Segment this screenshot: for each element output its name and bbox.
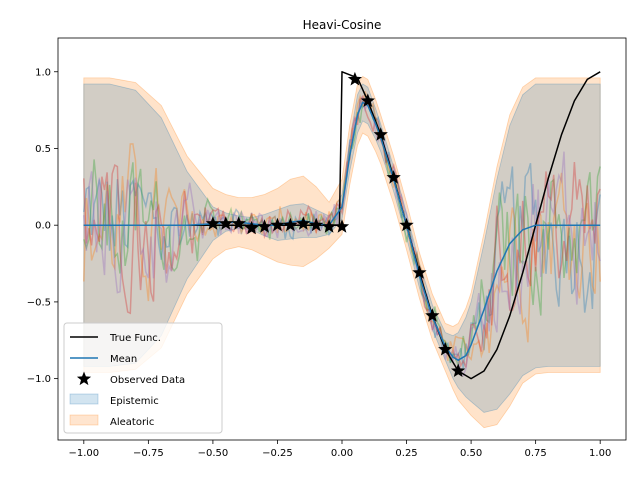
legend-observed-star-icon: [76, 371, 92, 386]
epistemic-band: [83, 83, 601, 413]
x-tick-label: −0.25: [262, 448, 293, 459]
x-tick-label: 0.25: [395, 448, 417, 459]
x-tick-label: −0.50: [198, 448, 229, 459]
chart-title: Heavi-Cosine: [303, 18, 382, 32]
observed-point: [425, 308, 440, 322]
observed-point: [322, 219, 337, 233]
legend: True Func. Mean Observed Data Epistemic …: [63, 322, 223, 434]
y-tick-label: 1.0: [35, 67, 51, 78]
legend-observed-label: Observed Data: [110, 375, 185, 386]
x-tick-label: 0.75: [525, 448, 547, 459]
x-tick-label: 0.00: [331, 448, 353, 459]
legend-star-glyph: [76, 371, 92, 386]
sample-curve-2: [83, 91, 601, 361]
aleatoric-band: [83, 75, 601, 429]
observed-point: [451, 363, 466, 377]
observed-point: [412, 265, 427, 279]
legend-epistemic-label: Epistemic: [110, 396, 159, 407]
observed-point: [399, 217, 414, 232]
x-tick-label: −1.00: [68, 448, 99, 459]
plot-area: [83, 71, 601, 429]
y-axis: −1.0 −0.5 0.0 0.5 1.0: [27, 67, 58, 385]
observed-point: [296, 216, 311, 230]
legend-epistemic-swatch: [69, 393, 99, 405]
observed-point: [360, 93, 375, 107]
sample-curve-1: [83, 98, 601, 370]
legend-aleatoric-label: Aleatoric: [110, 417, 154, 428]
observed-point: [257, 219, 272, 233]
observed-point: [438, 342, 453, 356]
x-tick-label: 0.50: [460, 448, 482, 459]
x-tick-label: −0.75: [133, 448, 164, 459]
y-tick-label: 0.5: [35, 144, 51, 155]
observed-point: [244, 220, 259, 235]
observed-point: [373, 127, 388, 141]
x-axis: −1.00 −0.75 −0.50 −0.25 0.00 0.25 0.50 0.75 1.00: [68, 440, 611, 459]
observed-point: [270, 217, 285, 232]
observed-point: [334, 219, 350, 233]
legend-mean-label: Mean: [110, 354, 137, 365]
y-tick-label: −1.0: [27, 374, 51, 385]
legend-true-func-label: True Func.: [109, 333, 161, 344]
observed-point: [283, 217, 298, 232]
y-tick-label: −0.5: [27, 297, 51, 308]
observed-point: [347, 71, 362, 86]
y-tick-label: 0.0: [35, 221, 51, 232]
legend-aleatoric-swatch: [69, 414, 99, 426]
observed-point: [386, 170, 401, 184]
legend-box: [63, 322, 223, 434]
observed-point: [218, 216, 233, 230]
x-tick-label: 1.00: [589, 448, 611, 459]
observed-point: [231, 216, 246, 230]
sample-curve-4: [83, 94, 601, 368]
observed-point: [205, 216, 220, 230]
observed-point: [309, 217, 324, 232]
